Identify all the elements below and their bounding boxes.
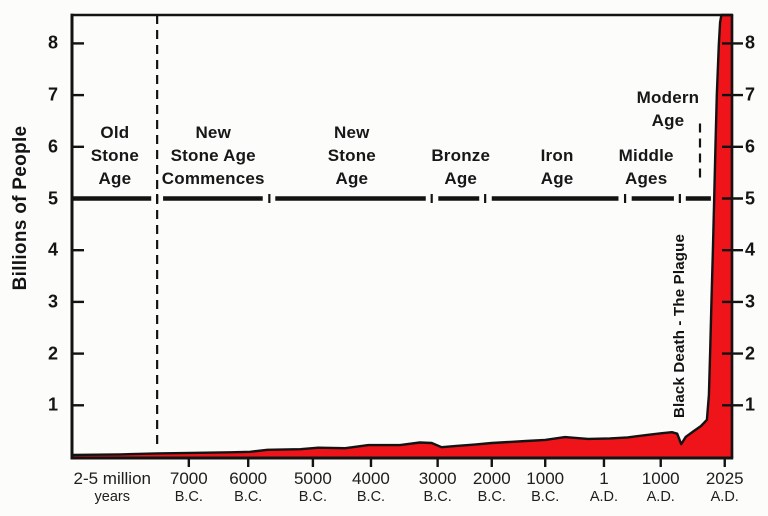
- era-label-line: New: [195, 123, 232, 142]
- y-tick-label-left-3: 3: [47, 291, 58, 312]
- x-tick-main: 6000: [229, 469, 268, 488]
- era-label-modern-age: Modern Age: [637, 86, 700, 132]
- black-death-annotation: Black Death - The Plague: [671, 233, 688, 419]
- x-tick-sub: A.D.: [646, 489, 675, 505]
- era-label-line: Age: [98, 169, 132, 188]
- era-label-line: Age: [444, 169, 478, 188]
- era-label-line: Middle: [618, 146, 674, 165]
- era-label-line: Stone: [90, 146, 140, 165]
- x-tick-sub: A.D.: [710, 489, 739, 505]
- y-tick-label-right-7: 7: [745, 84, 756, 105]
- x-tick-label-1000-b-c: 1000 B.C.: [526, 469, 564, 507]
- x-tick-main: 1000: [641, 469, 680, 488]
- era-label-line: Age: [335, 169, 369, 188]
- era-label-line: New: [334, 123, 370, 142]
- era-label-line: Stone: [327, 146, 376, 165]
- x-tick-main: 2000: [472, 469, 511, 488]
- x-tick-sub: B.C.: [531, 489, 560, 505]
- y-tick-label-left-1: 1: [47, 394, 58, 415]
- y-tick-label-right-5: 5: [745, 188, 756, 208]
- x-tick-main: 5000: [293, 469, 332, 488]
- era-label-line: Bronze: [431, 146, 491, 165]
- y-tick-label-left-7: 7: [47, 84, 58, 105]
- x-tick-label-2025-a-d: 2025 A.D.: [706, 469, 744, 507]
- era-label-old-stone-age: Old Stone Age: [91, 121, 139, 190]
- x-tick-sub: A.D.: [589, 489, 619, 505]
- era-label-line: Commences: [161, 169, 265, 188]
- era-label-new-stone-age: New Stone Age: [328, 121, 376, 190]
- x-tick-label-2-5-million-years: 2-5 million years: [74, 469, 151, 507]
- era-label-line: Stone Age: [170, 146, 256, 165]
- era-label-line: Modern: [636, 88, 700, 107]
- y-tick-label-left-4: 4: [47, 239, 58, 260]
- era-label-line: Ages: [625, 169, 668, 188]
- y-tick-label-right-3: 3: [745, 291, 756, 312]
- x-tick-sub: B.C.: [477, 489, 506, 505]
- x-tick-sub: B.C.: [356, 489, 386, 505]
- x-tick-label-5000-b-c: 5000 B.C.: [294, 469, 332, 507]
- x-tick-label-1000-a-d: 1000 A.D.: [642, 469, 680, 507]
- x-tick-sub: B.C.: [298, 489, 327, 505]
- y-tick-label-left-6: 6: [47, 136, 58, 157]
- x-tick-label-3000-b-c: 3000 B.C.: [419, 469, 457, 507]
- era-label-bronze-age: Bronze Age: [431, 144, 490, 190]
- x-tick-label-4000-b-c: 4000 B.C.: [352, 469, 390, 507]
- x-tick-label-2000-b-c: 2000 B.C.: [473, 469, 511, 507]
- x-tick-label-7000-b-c: 7000 B.C.: [170, 469, 208, 507]
- x-tick-main: 1: [599, 469, 609, 488]
- y-tick-label-right-2: 2: [745, 343, 756, 364]
- era-label-line: Old: [100, 123, 130, 142]
- x-tick-main: 4000: [352, 469, 390, 488]
- era-label-line: Age: [540, 169, 574, 188]
- era-label-middle-ages: Middle Ages: [619, 144, 674, 190]
- era-label-new-stone-age-commences: New Stone Age Commences: [162, 121, 265, 190]
- x-tick-sub: years: [94, 489, 130, 505]
- x-tick-main: 3000: [418, 469, 457, 488]
- y-tick-label-left-5: 5: [47, 188, 58, 208]
- x-tick-sub: B.C.: [423, 489, 452, 505]
- era-label-iron-age: Iron Age: [541, 144, 574, 190]
- x-tick-label-1-a-d: 1 A.D.: [590, 469, 618, 507]
- y-tick-label-right-4: 4: [745, 239, 756, 260]
- x-tick-main: 7000: [169, 469, 208, 488]
- y-tick-label-left-2: 2: [47, 343, 58, 364]
- x-tick-main: 1000: [526, 469, 565, 488]
- x-tick-label-6000-b-c: 6000 B.C.: [229, 469, 267, 507]
- x-tick-sub: B.C.: [174, 489, 203, 505]
- x-tick-sub: B.C.: [234, 489, 263, 505]
- y-tick-label-right-1: 1: [745, 394, 756, 415]
- population-area: [70, 13, 734, 460]
- y-tick-label-left-8: 8: [47, 32, 58, 53]
- era-label-line: Age: [651, 111, 685, 130]
- x-tick-main: 2-5 million: [73, 469, 151, 488]
- era-label-line: Iron: [540, 146, 574, 165]
- y-tick-label-right-8: 8: [745, 32, 756, 53]
- y-tick-label-right-6: 6: [745, 136, 756, 157]
- x-tick-main: 2025: [705, 469, 744, 488]
